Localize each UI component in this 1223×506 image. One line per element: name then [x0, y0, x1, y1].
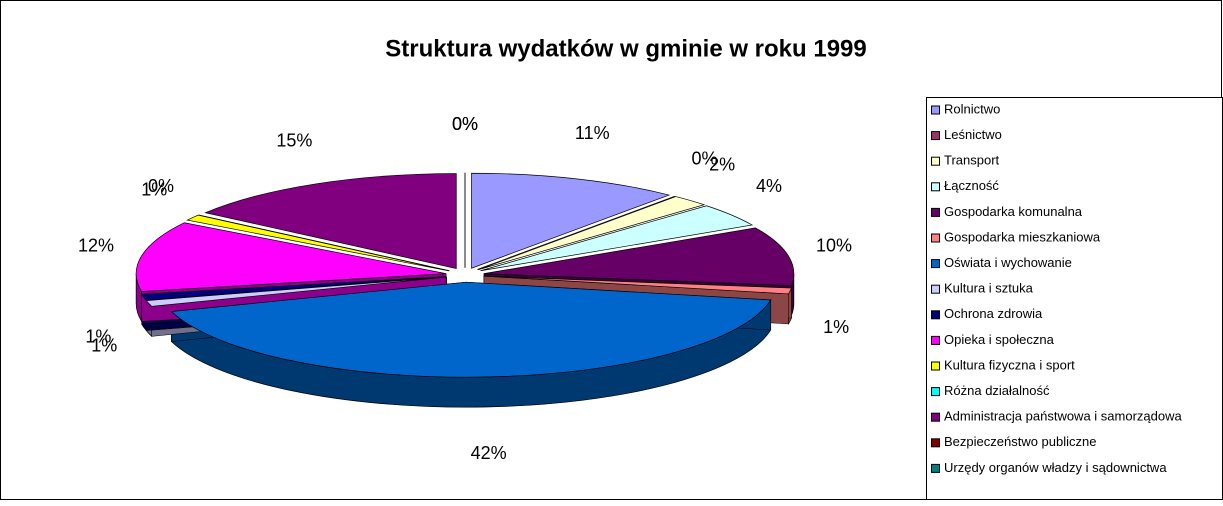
slice [477, 195, 675, 270]
legend-swatch [931, 361, 940, 371]
slice [135, 222, 447, 292]
legend-swatch [931, 207, 940, 217]
slice [145, 276, 447, 307]
data-label: 2% [709, 155, 735, 175]
legend-swatch [931, 233, 940, 243]
legend-swatch [931, 259, 940, 269]
data-label: 12% [78, 236, 114, 256]
data-label: 1% [141, 180, 167, 200]
data-label: 4% [756, 176, 782, 196]
legend-swatch [931, 335, 940, 345]
slice [483, 275, 793, 295]
slice [204, 173, 457, 270]
legend-label: Kultura fizyczna i sport [944, 357, 1075, 372]
legend-label: Kultura i sztuka [944, 281, 1034, 296]
slice [483, 227, 795, 286]
legend-box [926, 97, 1223, 500]
data-label: 42% [471, 443, 507, 463]
legend-swatch [931, 310, 940, 320]
data-label: 1% [823, 317, 849, 337]
data-label: 1% [91, 336, 117, 356]
chart-title: Struktura wydatków w gminie w roku 1999 [385, 35, 866, 62]
data-label: 1% [85, 326, 111, 346]
data-label: 0% [452, 114, 478, 134]
legend-label: Różna działalność [944, 383, 1050, 398]
slice [471, 172, 671, 269]
legend-swatch [931, 131, 940, 141]
legend-label: Łączność [944, 178, 999, 193]
legend-label: Opieka i społeczna [944, 332, 1055, 347]
slice [478, 196, 706, 271]
data-label: 0% [452, 114, 478, 134]
legend-label: Leśnictwo [944, 127, 1002, 142]
legend-swatch [931, 412, 940, 422]
legend-label: Oświata i wychowanie [944, 255, 1072, 270]
legend-label: Ochrona zdrowia [944, 306, 1043, 321]
legend-swatch [931, 156, 940, 166]
legend-label: Gospodarka mieszkaniowa [944, 229, 1101, 244]
legend-label: Bezpieczeństwo publiczne [944, 434, 1096, 449]
legend-swatch [931, 387, 940, 397]
legend-swatch [931, 105, 940, 115]
legend-swatch [931, 182, 940, 192]
slice [186, 214, 450, 272]
data-label: 15% [276, 130, 312, 150]
data-label: 10% [816, 236, 852, 256]
legend-label: Administracja państwowa i samorządowa [944, 409, 1182, 424]
legend-label: Gospodarka komunalna [944, 204, 1083, 219]
legend-label: Urzędy organów władzy i sądownictwa [944, 460, 1167, 475]
legend-label: Rolnictwo [944, 101, 1000, 116]
data-label: 0% [691, 148, 717, 168]
legend-swatch [931, 463, 940, 473]
legend-swatch [931, 284, 940, 294]
slice [170, 281, 772, 378]
slice [480, 205, 754, 272]
data-label: 11% [575, 123, 610, 143]
data-label: 0% [148, 176, 174, 196]
legend-swatch [931, 438, 940, 448]
legend-label: Transport [944, 153, 1000, 168]
slice [198, 214, 450, 272]
slice [141, 276, 447, 301]
